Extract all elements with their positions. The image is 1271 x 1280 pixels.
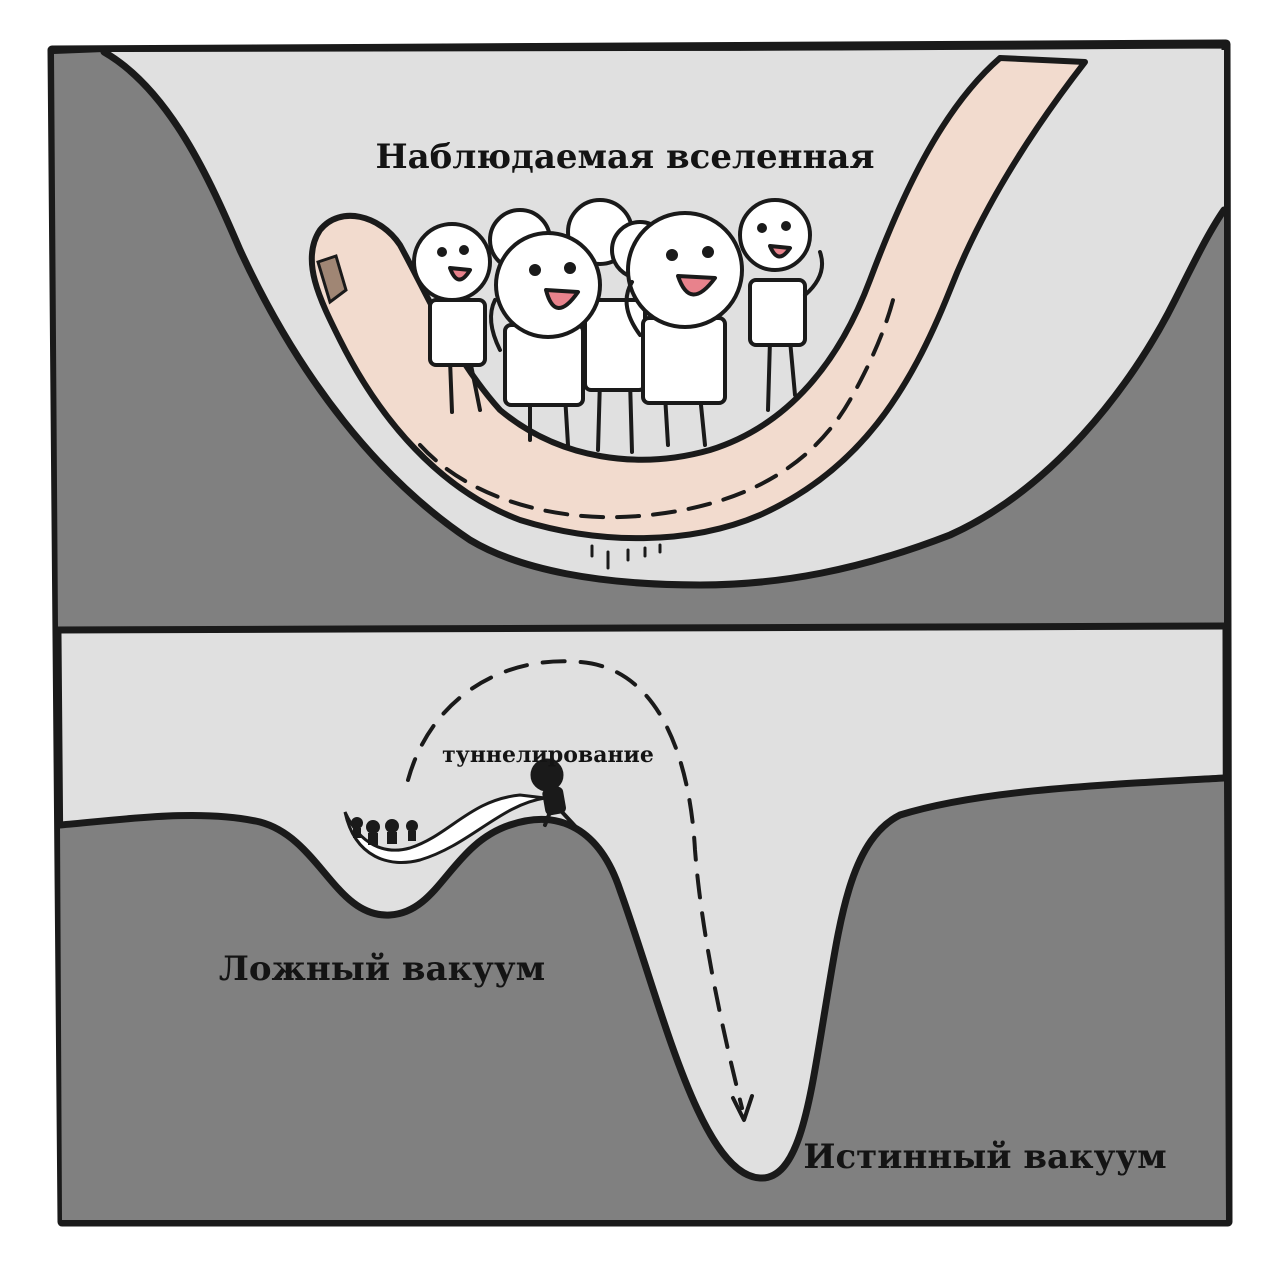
top-panel: Наблюдаемая вселенная	[54, 48, 1228, 628]
potential-landscape-outline	[56, 774, 1228, 1182]
figure-small-left	[412, 222, 492, 414]
false-vacuum-label: Ложный вакуум	[219, 949, 545, 989]
figure-big-left	[489, 231, 602, 447]
top-left-hill	[54, 52, 1224, 628]
figure-small-right	[738, 198, 825, 412]
worm-fingernail	[316, 254, 348, 305]
observable-universe-label: Наблюдаемая вселенная	[376, 137, 875, 177]
top-valley-outline	[100, 48, 1228, 589]
potential-landscape	[60, 778, 1226, 1220]
tunneling-arrow-head	[731, 1094, 754, 1122]
mini-crowd	[351, 817, 418, 845]
tunneling-figure	[530, 758, 577, 828]
worm-stitch-line	[418, 298, 895, 520]
worm-body	[308, 55, 1088, 542]
bottom-panel: туннелирование Ложный вакуум Истинный ва…	[56, 659, 1228, 1220]
panel-divider	[52, 622, 1230, 634]
tunneling-label: туннелирование	[442, 742, 654, 768]
true-vacuum-label: Истинный вакуум	[803, 1137, 1166, 1177]
drip-marks	[590, 543, 662, 570]
tunneling-arrow-path	[406, 659, 744, 1110]
figure-big-right	[624, 211, 744, 447]
crowd	[412, 198, 825, 454]
